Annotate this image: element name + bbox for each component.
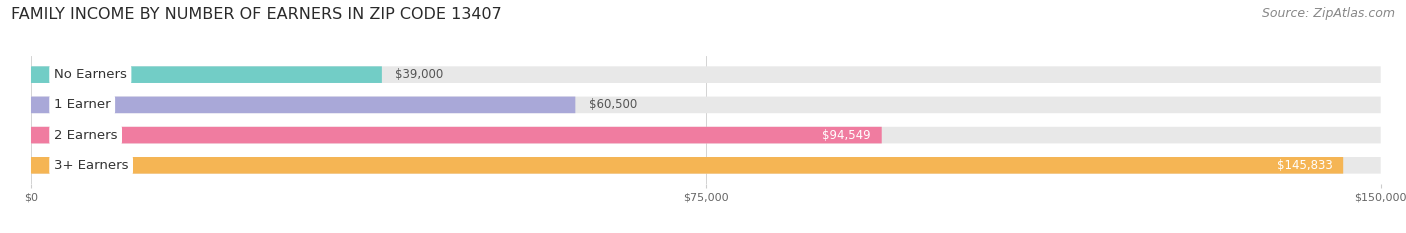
FancyBboxPatch shape xyxy=(31,66,1381,83)
Text: Source: ZipAtlas.com: Source: ZipAtlas.com xyxy=(1261,7,1395,20)
Text: 3+ Earners: 3+ Earners xyxy=(53,159,128,172)
Text: $145,833: $145,833 xyxy=(1277,159,1333,172)
FancyBboxPatch shape xyxy=(31,127,882,144)
Text: $60,500: $60,500 xyxy=(589,98,637,111)
Text: 1 Earner: 1 Earner xyxy=(53,98,111,111)
FancyBboxPatch shape xyxy=(31,96,1381,113)
FancyBboxPatch shape xyxy=(31,66,382,83)
Text: 2 Earners: 2 Earners xyxy=(53,129,117,142)
FancyBboxPatch shape xyxy=(31,157,1381,174)
Text: $94,549: $94,549 xyxy=(823,129,870,142)
FancyBboxPatch shape xyxy=(31,96,575,113)
FancyBboxPatch shape xyxy=(31,157,1343,174)
Text: $39,000: $39,000 xyxy=(395,68,444,81)
Text: FAMILY INCOME BY NUMBER OF EARNERS IN ZIP CODE 13407: FAMILY INCOME BY NUMBER OF EARNERS IN ZI… xyxy=(11,7,502,22)
Text: No Earners: No Earners xyxy=(53,68,127,81)
FancyBboxPatch shape xyxy=(31,127,1381,144)
